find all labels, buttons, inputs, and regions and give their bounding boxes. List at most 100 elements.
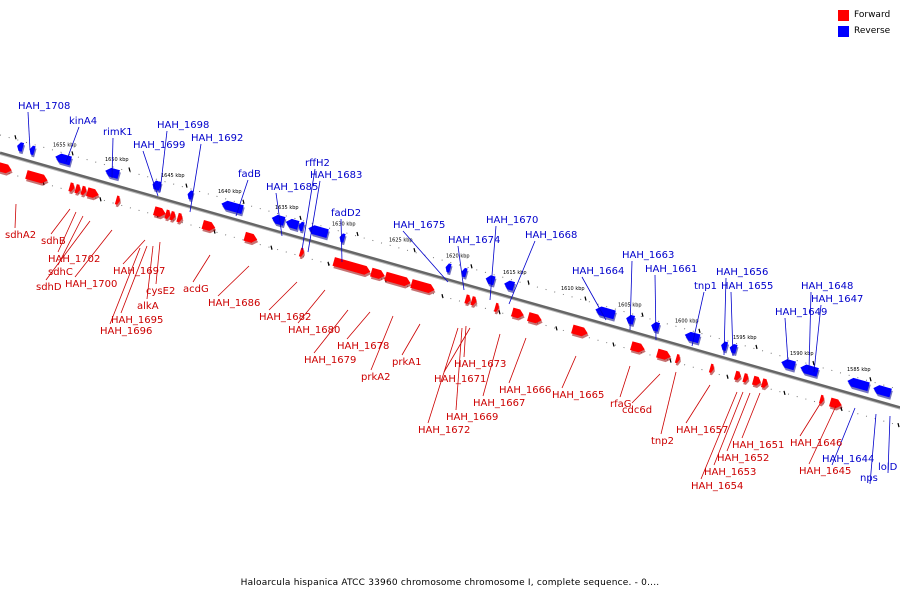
leader-line: [808, 291, 812, 371]
leader-line: [799, 403, 821, 437]
reverse-gene-glyph[interactable]: [28, 145, 37, 158]
reverse-gene-glyph[interactable]: [846, 376, 872, 394]
reverse-gene-glyph[interactable]: [103, 166, 121, 182]
leader-line: [713, 391, 744, 466]
forward-gene-glyph[interactable]: [470, 296, 479, 308]
gene-label-hah-1645: HAH_1645: [799, 466, 851, 477]
gene-body: [169, 210, 176, 221]
forward-gene-glyph[interactable]: [74, 184, 83, 196]
gene-label-sdhd: sdhD: [36, 282, 62, 293]
forward-gene-glyph[interactable]: [655, 348, 673, 364]
gene-label-alka: alkA: [137, 301, 159, 312]
forward-gene-glyph[interactable]: [510, 307, 526, 322]
forward-tick-mark: [270, 245, 273, 250]
leader-line: [111, 137, 114, 179]
leader-line: [27, 111, 31, 151]
reverse-gene-glyph[interactable]: [484, 274, 497, 288]
gene-label-fadd2: fadD2: [331, 208, 361, 219]
gene-label-hah-1682: HAH_1682: [259, 312, 311, 323]
reverse-gene-glyph[interactable]: [502, 279, 516, 294]
gene-body: [298, 221, 305, 232]
reverse-gene-glyph[interactable]: [15, 142, 26, 155]
leader-line: [581, 276, 607, 321]
kbp-tick-label: 1640 kbp: [218, 189, 242, 195]
forward-gene-glyph[interactable]: [298, 247, 306, 260]
reverse-gene-glyph[interactable]: [872, 384, 894, 400]
kbp-tick-label: 1635 kbp: [275, 205, 299, 211]
reverse-gene-glyph[interactable]: [307, 224, 331, 241]
gene-label-fadb: fadB: [238, 169, 261, 180]
gene-body: [25, 170, 48, 184]
forward-gene-glyph[interactable]: [742, 373, 751, 385]
forward-gene-glyph[interactable]: [243, 231, 260, 247]
gene-label-hah-1656: HAH_1656: [716, 267, 768, 278]
forward-gene-glyph[interactable]: [674, 353, 682, 366]
forward-gene-glyph[interactable]: [25, 170, 51, 187]
forward-gene-glyph[interactable]: [464, 294, 473, 307]
forward-gene-glyph[interactable]: [751, 375, 763, 389]
forward-gene-glyph[interactable]: [708, 363, 716, 376]
kbp-tick-label: 1585 kbp: [847, 367, 871, 373]
gene-body: [370, 267, 385, 279]
gene-body: [152, 180, 159, 190]
gene-body: [74, 184, 81, 194]
gene-body: [271, 214, 286, 226]
forward-gene-glyph[interactable]: [629, 341, 647, 356]
reverse-gene-glyph[interactable]: [297, 221, 306, 234]
reverse-gene-glyph[interactable]: [284, 218, 301, 233]
kbp-tick-label: 1650 kbp: [105, 157, 129, 163]
gene-body: [729, 344, 738, 354]
gene-label-hah-1673: HAH_1673: [454, 359, 506, 370]
reverse-gene-glyph[interactable]: [220, 199, 246, 217]
leader-line: [457, 245, 465, 291]
leader-line: [831, 407, 856, 466]
gene-label-hah-1649: HAH_1649: [775, 307, 827, 318]
gene-label-hah-1648: HAH_1648: [801, 281, 853, 292]
gene-body: [105, 167, 120, 179]
gene-body: [384, 271, 411, 287]
reverse-gene-glyph[interactable]: [779, 358, 797, 373]
forward-gene-glyph[interactable]: [571, 324, 591, 340]
forward-gene-glyph[interactable]: [201, 220, 218, 235]
forward-gene-glyph[interactable]: [0, 162, 14, 177]
gene-label-hah-1674: HAH_1674: [448, 235, 500, 246]
axis-line: [0, 151, 900, 410]
forward-gene-glyph[interactable]: [68, 182, 77, 195]
forward-tick-mark: [897, 422, 900, 428]
forward-gene-glyph[interactable]: [760, 378, 770, 391]
gene-body: [164, 209, 171, 219]
reverse-tick-mark: [14, 135, 17, 140]
forward-gene-glyph[interactable]: [152, 206, 168, 220]
forward-gene-glyph[interactable]: [384, 271, 413, 290]
forward-gene-glyph[interactable]: [493, 302, 501, 315]
forward-gene-glyph[interactable]: [410, 279, 438, 297]
forward-gene-glyph[interactable]: [85, 187, 101, 201]
legend-forward-label: Forward: [854, 10, 891, 20]
forward-gene-glyph[interactable]: [818, 394, 826, 407]
gene-body: [17, 142, 25, 152]
gene-body: [571, 324, 588, 337]
reverse-gene-glyph[interactable]: [338, 233, 347, 246]
forward-gene-glyph[interactable]: [176, 212, 185, 225]
forward-gene-glyph[interactable]: [828, 397, 844, 412]
forward-gene-glyph[interactable]: [80, 185, 89, 198]
reverse-gene-glyph[interactable]: [444, 263, 453, 276]
reverse-tick-mark: [185, 183, 188, 188]
forward-gene-glyph[interactable]: [114, 195, 122, 208]
forward-gene-glyph[interactable]: [369, 267, 387, 283]
forward-gene-glyph[interactable]: [332, 257, 373, 278]
gene-label-hah-1646: HAH_1646: [790, 438, 842, 449]
leader-line: [723, 277, 727, 356]
forward-gene-glyph[interactable]: [526, 312, 544, 327]
gene-label-sdhc: sdhC: [48, 267, 73, 278]
leader-line: [654, 274, 657, 341]
forward-gene-glyph[interactable]: [733, 370, 743, 384]
leader-line: [235, 179, 249, 217]
gene-body: [504, 280, 516, 291]
reverse-gene-glyph[interactable]: [270, 214, 287, 229]
reverse-gene-glyph[interactable]: [460, 267, 469, 280]
reverse-gene-glyph[interactable]: [54, 152, 74, 168]
reverse-gene-glyph[interactable]: [728, 343, 739, 357]
forward-gene-glyph[interactable]: [169, 210, 178, 223]
gene-label-acdg: acdG: [183, 284, 209, 295]
